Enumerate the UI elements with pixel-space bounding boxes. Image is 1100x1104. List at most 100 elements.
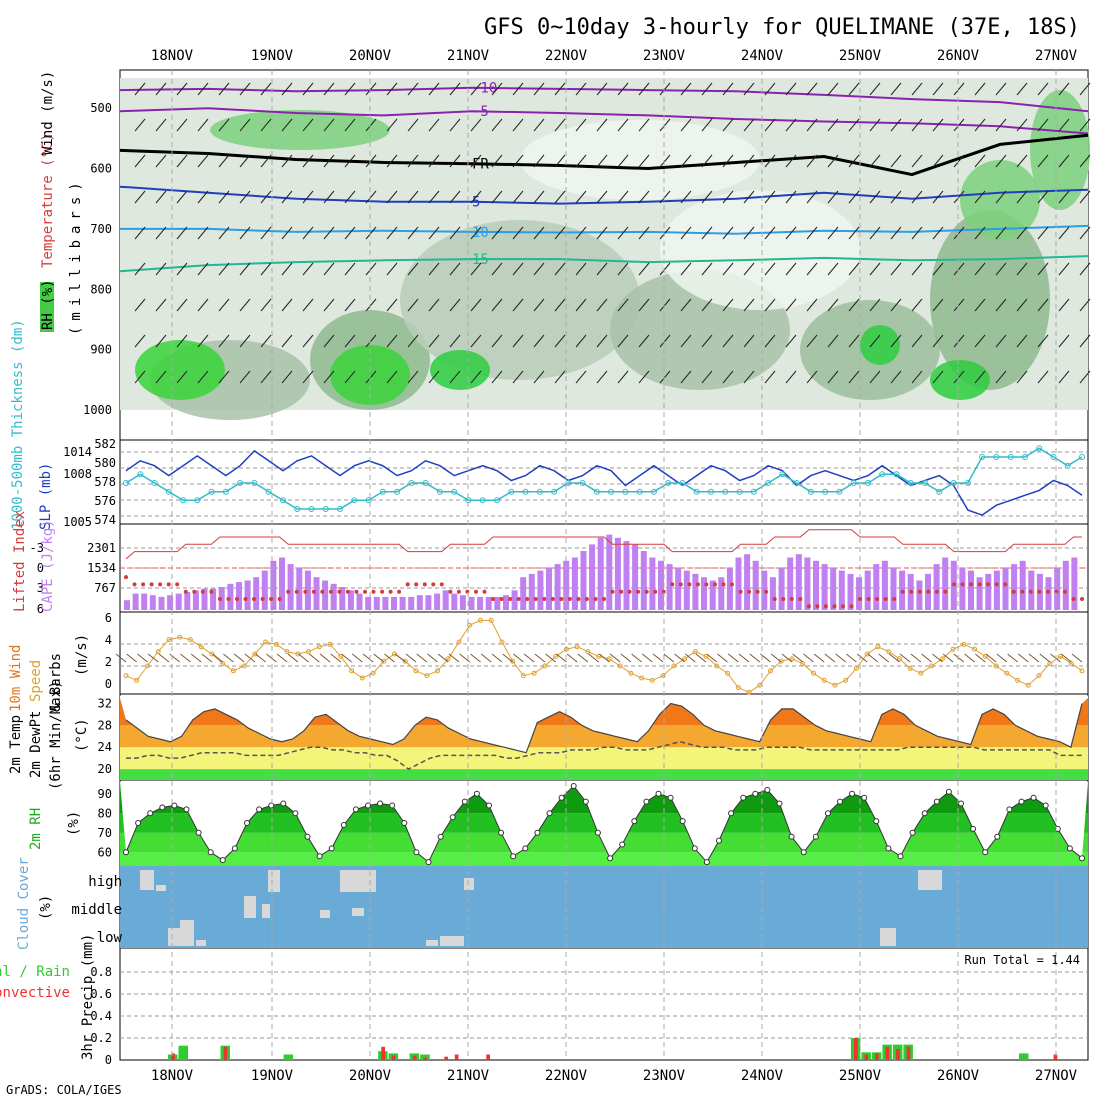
thickness-point	[436, 488, 443, 495]
thickness-point	[1079, 454, 1085, 460]
barb-17-3	[491, 190, 503, 204]
barb-35-6	[869, 298, 881, 312]
cape-bar	[339, 587, 346, 610]
rh-point	[498, 829, 505, 836]
barb-45-0	[1079, 82, 1091, 96]
barb-39-5	[953, 262, 965, 276]
wind-point	[993, 663, 999, 669]
barb-35-2	[869, 154, 881, 168]
wind-barb	[298, 653, 309, 663]
cape-bar	[356, 593, 363, 610]
barb-7-5	[281, 262, 293, 276]
li-point	[1037, 589, 1042, 594]
date-label-top-1: 19NOV	[251, 48, 294, 64]
li-point	[713, 582, 717, 587]
isotherm-1	[119, 107, 1089, 135]
barb-36-3	[890, 190, 902, 204]
li-point	[516, 597, 521, 601]
cape-bar	[993, 570, 1000, 610]
cape-bar	[485, 596, 492, 610]
cape-bar	[856, 577, 863, 610]
barb-27-3	[701, 190, 713, 204]
wind-barb	[846, 653, 857, 663]
li-point	[567, 597, 572, 601]
barb-2-0	[176, 82, 188, 96]
barb-41-1	[995, 118, 1007, 132]
thickness-point	[722, 488, 729, 495]
barb-44-0	[1058, 82, 1070, 96]
temp-tick-1: 28	[98, 718, 112, 732]
thickness-point	[950, 480, 957, 486]
barb-19-1	[533, 118, 545, 132]
temp-band-0	[120, 769, 1088, 780]
cape-bar	[744, 554, 751, 610]
barb-42-8	[1016, 370, 1028, 384]
li-point	[610, 589, 615, 594]
li-point	[320, 589, 325, 594]
barb-31-6	[785, 298, 797, 312]
cross-ytick-2: 700	[90, 222, 112, 236]
barb-17-7	[491, 334, 503, 348]
date-label-top-5: 23NOV	[643, 48, 686, 64]
li-point	[166, 582, 171, 587]
rh-point	[655, 790, 662, 797]
thickness-point	[508, 488, 515, 495]
li-point	[584, 597, 589, 601]
barb-19-2	[533, 154, 545, 168]
cloud-layer: high middle low	[71, 866, 1088, 948]
barb-32-0	[806, 82, 818, 96]
barb-44-1	[1058, 118, 1070, 132]
barb-33-0	[827, 82, 839, 96]
cape-bar	[735, 557, 742, 610]
barb-16-5	[470, 262, 482, 276]
thickness-point	[1021, 454, 1028, 460]
date-label-bottom-7: 25NOV	[839, 1068, 882, 1084]
barb-39-4	[953, 226, 965, 240]
barb-20-7	[554, 334, 566, 348]
barb-35-3	[869, 190, 881, 204]
date-gridlines	[171, 70, 1057, 1060]
cape-bar	[701, 577, 707, 610]
cloud-block-10	[168, 928, 180, 946]
barb-25-1	[659, 118, 671, 132]
rh-point	[352, 806, 359, 813]
rh-point	[594, 829, 601, 836]
thickness-point	[536, 488, 543, 495]
barb-1-1	[155, 118, 167, 132]
wind-barb	[427, 653, 438, 663]
wind-barb	[437, 653, 449, 663]
li-point	[841, 604, 845, 609]
wind-point	[660, 673, 666, 679]
barb-6-3	[260, 190, 272, 204]
li-point	[294, 589, 299, 594]
cape-bar	[830, 567, 837, 610]
barb-39-0	[953, 82, 965, 96]
barb-39-8	[953, 370, 965, 384]
barb-34-2	[848, 154, 860, 168]
cloud-label: Cloud Cover	[16, 857, 32, 950]
precip-conv-bar	[875, 1053, 879, 1060]
barb-15-4	[449, 226, 461, 240]
barb-13-0	[407, 82, 419, 96]
barb-41-6	[995, 298, 1007, 312]
thickness-point	[222, 488, 229, 495]
barb-6-0	[260, 82, 272, 96]
thickness-point	[865, 480, 871, 486]
wind-point	[123, 673, 129, 679]
barb-44-7	[1058, 334, 1070, 348]
wind10-units: (m/s)	[74, 634, 90, 676]
precip-conv-bar	[444, 1056, 448, 1060]
barb-34-7	[848, 334, 860, 348]
wind-point	[832, 682, 838, 688]
barb-32-4	[806, 226, 818, 240]
precip-conv-bar	[486, 1054, 490, 1060]
barb-15-1	[449, 118, 461, 132]
thickness-point	[822, 488, 829, 495]
li-point	[798, 597, 803, 601]
barb-33-6	[827, 298, 839, 312]
rh-point	[135, 820, 142, 826]
barb-18-4	[512, 226, 524, 240]
cross-ytick-3: 800	[90, 282, 112, 296]
cape-bar	[933, 564, 940, 610]
li-point	[952, 582, 956, 587]
